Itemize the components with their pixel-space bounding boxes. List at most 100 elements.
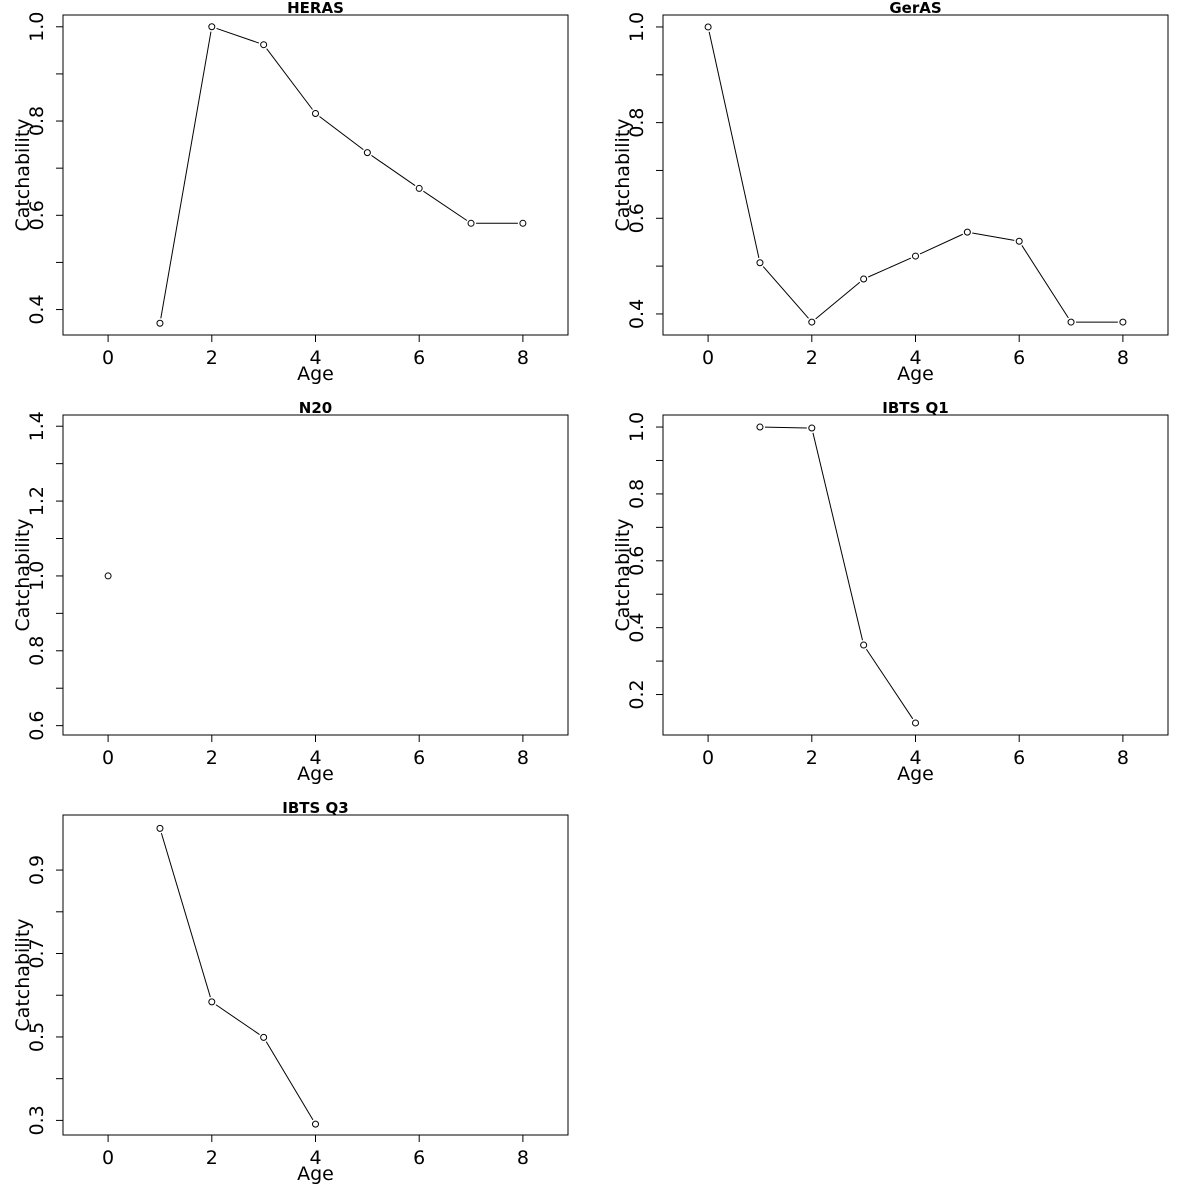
x-axis-label: Age <box>297 1163 334 1185</box>
chart-title: GerAS <box>889 0 941 17</box>
y-tick-label: 0.3 <box>26 1105 48 1135</box>
data-point <box>312 109 319 117</box>
y-tick-label: 0.4 <box>26 294 48 324</box>
y-axis-label: Catchability <box>612 518 634 631</box>
series-segment <box>708 31 760 258</box>
data-point <box>860 275 868 283</box>
y-axis-label: Catchability <box>12 118 34 231</box>
series-segment <box>972 232 1015 241</box>
y-tick-label: 1.0 <box>26 561 48 591</box>
series-segment <box>215 1004 260 1035</box>
plot-frame <box>62 414 569 736</box>
data-point <box>756 423 764 431</box>
data-point <box>808 424 816 432</box>
series-segment <box>815 281 861 320</box>
x-tick-label: 0 <box>702 747 714 769</box>
x-axis-label: Age <box>297 763 334 785</box>
x-tick-label: 4 <box>309 747 321 769</box>
y-tick-label: 0.5 <box>26 1022 48 1052</box>
data-point <box>260 1033 268 1041</box>
chart-title: IBTS Q1 <box>882 399 948 417</box>
chart-title: HERAS <box>287 0 344 17</box>
y-tick-label: 1.0 <box>26 12 48 42</box>
series-segment <box>265 1041 314 1121</box>
x-tick-label: 8 <box>1117 747 1129 769</box>
chart-title: N20 <box>299 399 332 417</box>
data-point <box>156 824 164 832</box>
data-point <box>1119 318 1127 326</box>
data-point <box>1015 237 1023 245</box>
chart-panel-5: IBTS Q3 0 2 4 6 8 Age 0.3 0.5 0.7 0.9 Catchability <box>12 799 569 1185</box>
data-point <box>860 641 868 649</box>
x-tick-label: 8 <box>517 747 529 769</box>
data-point <box>156 319 164 327</box>
chart-panel-3: N20 0 2 4 6 8 Age 0.6 0.8 1.0 1.2 1.4 Catchability <box>12 399 569 785</box>
y-tick-label: 0.9 <box>26 855 48 885</box>
x-tick-label: 4 <box>909 747 921 769</box>
data-point <box>963 228 971 236</box>
y-tick-label: 1.0 <box>626 12 648 42</box>
data-point <box>312 1120 319 1128</box>
series-segment <box>266 48 313 110</box>
plot-frame <box>62 14 569 336</box>
series-segment <box>319 116 364 151</box>
y-axis-label: Catchability <box>612 118 634 231</box>
x-tick-label: 8 <box>517 1147 529 1169</box>
data-point <box>519 219 527 227</box>
data-point <box>756 259 764 267</box>
y-tick-label: 0.6 <box>626 203 648 233</box>
x-tick-label: 0 <box>702 347 714 369</box>
y-tick-label: 0.8 <box>26 636 48 666</box>
x-tick-label: 2 <box>206 347 218 369</box>
x-tick-label: 0 <box>102 747 114 769</box>
y-tick-label: 1.0 <box>626 412 648 442</box>
series-segment <box>812 432 863 641</box>
y-tick-label: 0.8 <box>626 479 648 509</box>
x-tick-label: 4 <box>309 1147 321 1169</box>
series-segment <box>160 31 212 319</box>
series-segment <box>866 648 914 720</box>
y-tick-label: 0.6 <box>26 711 48 741</box>
y-tick-label: 1.4 <box>26 411 48 441</box>
x-tick-label: 6 <box>413 1147 425 1169</box>
x-tick-label: 6 <box>1013 347 1025 369</box>
data-point <box>104 572 112 580</box>
x-axis-label: Age <box>297 363 334 385</box>
x-tick-label: 8 <box>517 347 529 369</box>
chart-panel-4: IBTS Q1 0 2 4 6 8 Age 0.2 0.4 0.6 0.8 1.0 Catchabili… <box>612 399 1169 785</box>
plot-frame <box>62 814 569 1136</box>
x-axis-label: Age <box>897 363 934 385</box>
y-axis-label: Catchability <box>12 918 34 1031</box>
x-tick-label: 8 <box>1117 347 1129 369</box>
x-tick-label: 2 <box>806 747 818 769</box>
chart-panel-2: GerAS 0 2 4 6 8 Age 0.4 0.6 0.8 1.0 Catchability <box>612 0 1169 385</box>
data-point <box>912 252 919 260</box>
series-segment <box>160 832 211 998</box>
x-axis-label: Age <box>897 763 934 785</box>
x-tick-label: 0 <box>102 1147 114 1169</box>
data-point <box>363 149 371 157</box>
x-tick-label: 6 <box>1013 747 1025 769</box>
series-segment <box>1021 245 1069 319</box>
data-point <box>467 219 475 227</box>
x-tick-label: 4 <box>309 347 321 369</box>
x-tick-label: 6 <box>413 347 425 369</box>
series-segment <box>868 257 912 278</box>
series-segment <box>423 190 468 221</box>
series-segment <box>371 155 416 187</box>
chart-panel-1: HERAS 0 2 4 6 8 Age 0.4 0.6 0.8 1.0 Catchability <box>12 0 569 385</box>
data-point <box>208 998 216 1006</box>
y-axis-label: Catchability <box>12 518 34 631</box>
y-tick-label: 0.4 <box>626 613 648 643</box>
series-segment <box>216 27 260 44</box>
x-tick-label: 4 <box>909 347 921 369</box>
plot-frame <box>662 14 1169 336</box>
data-point <box>260 41 268 49</box>
data-point <box>704 23 712 31</box>
data-point <box>1067 318 1075 326</box>
y-tick-label: 0.8 <box>26 106 48 136</box>
chart-title: IBTS Q3 <box>282 799 348 817</box>
data-point <box>208 23 216 31</box>
series-segment <box>764 426 807 429</box>
